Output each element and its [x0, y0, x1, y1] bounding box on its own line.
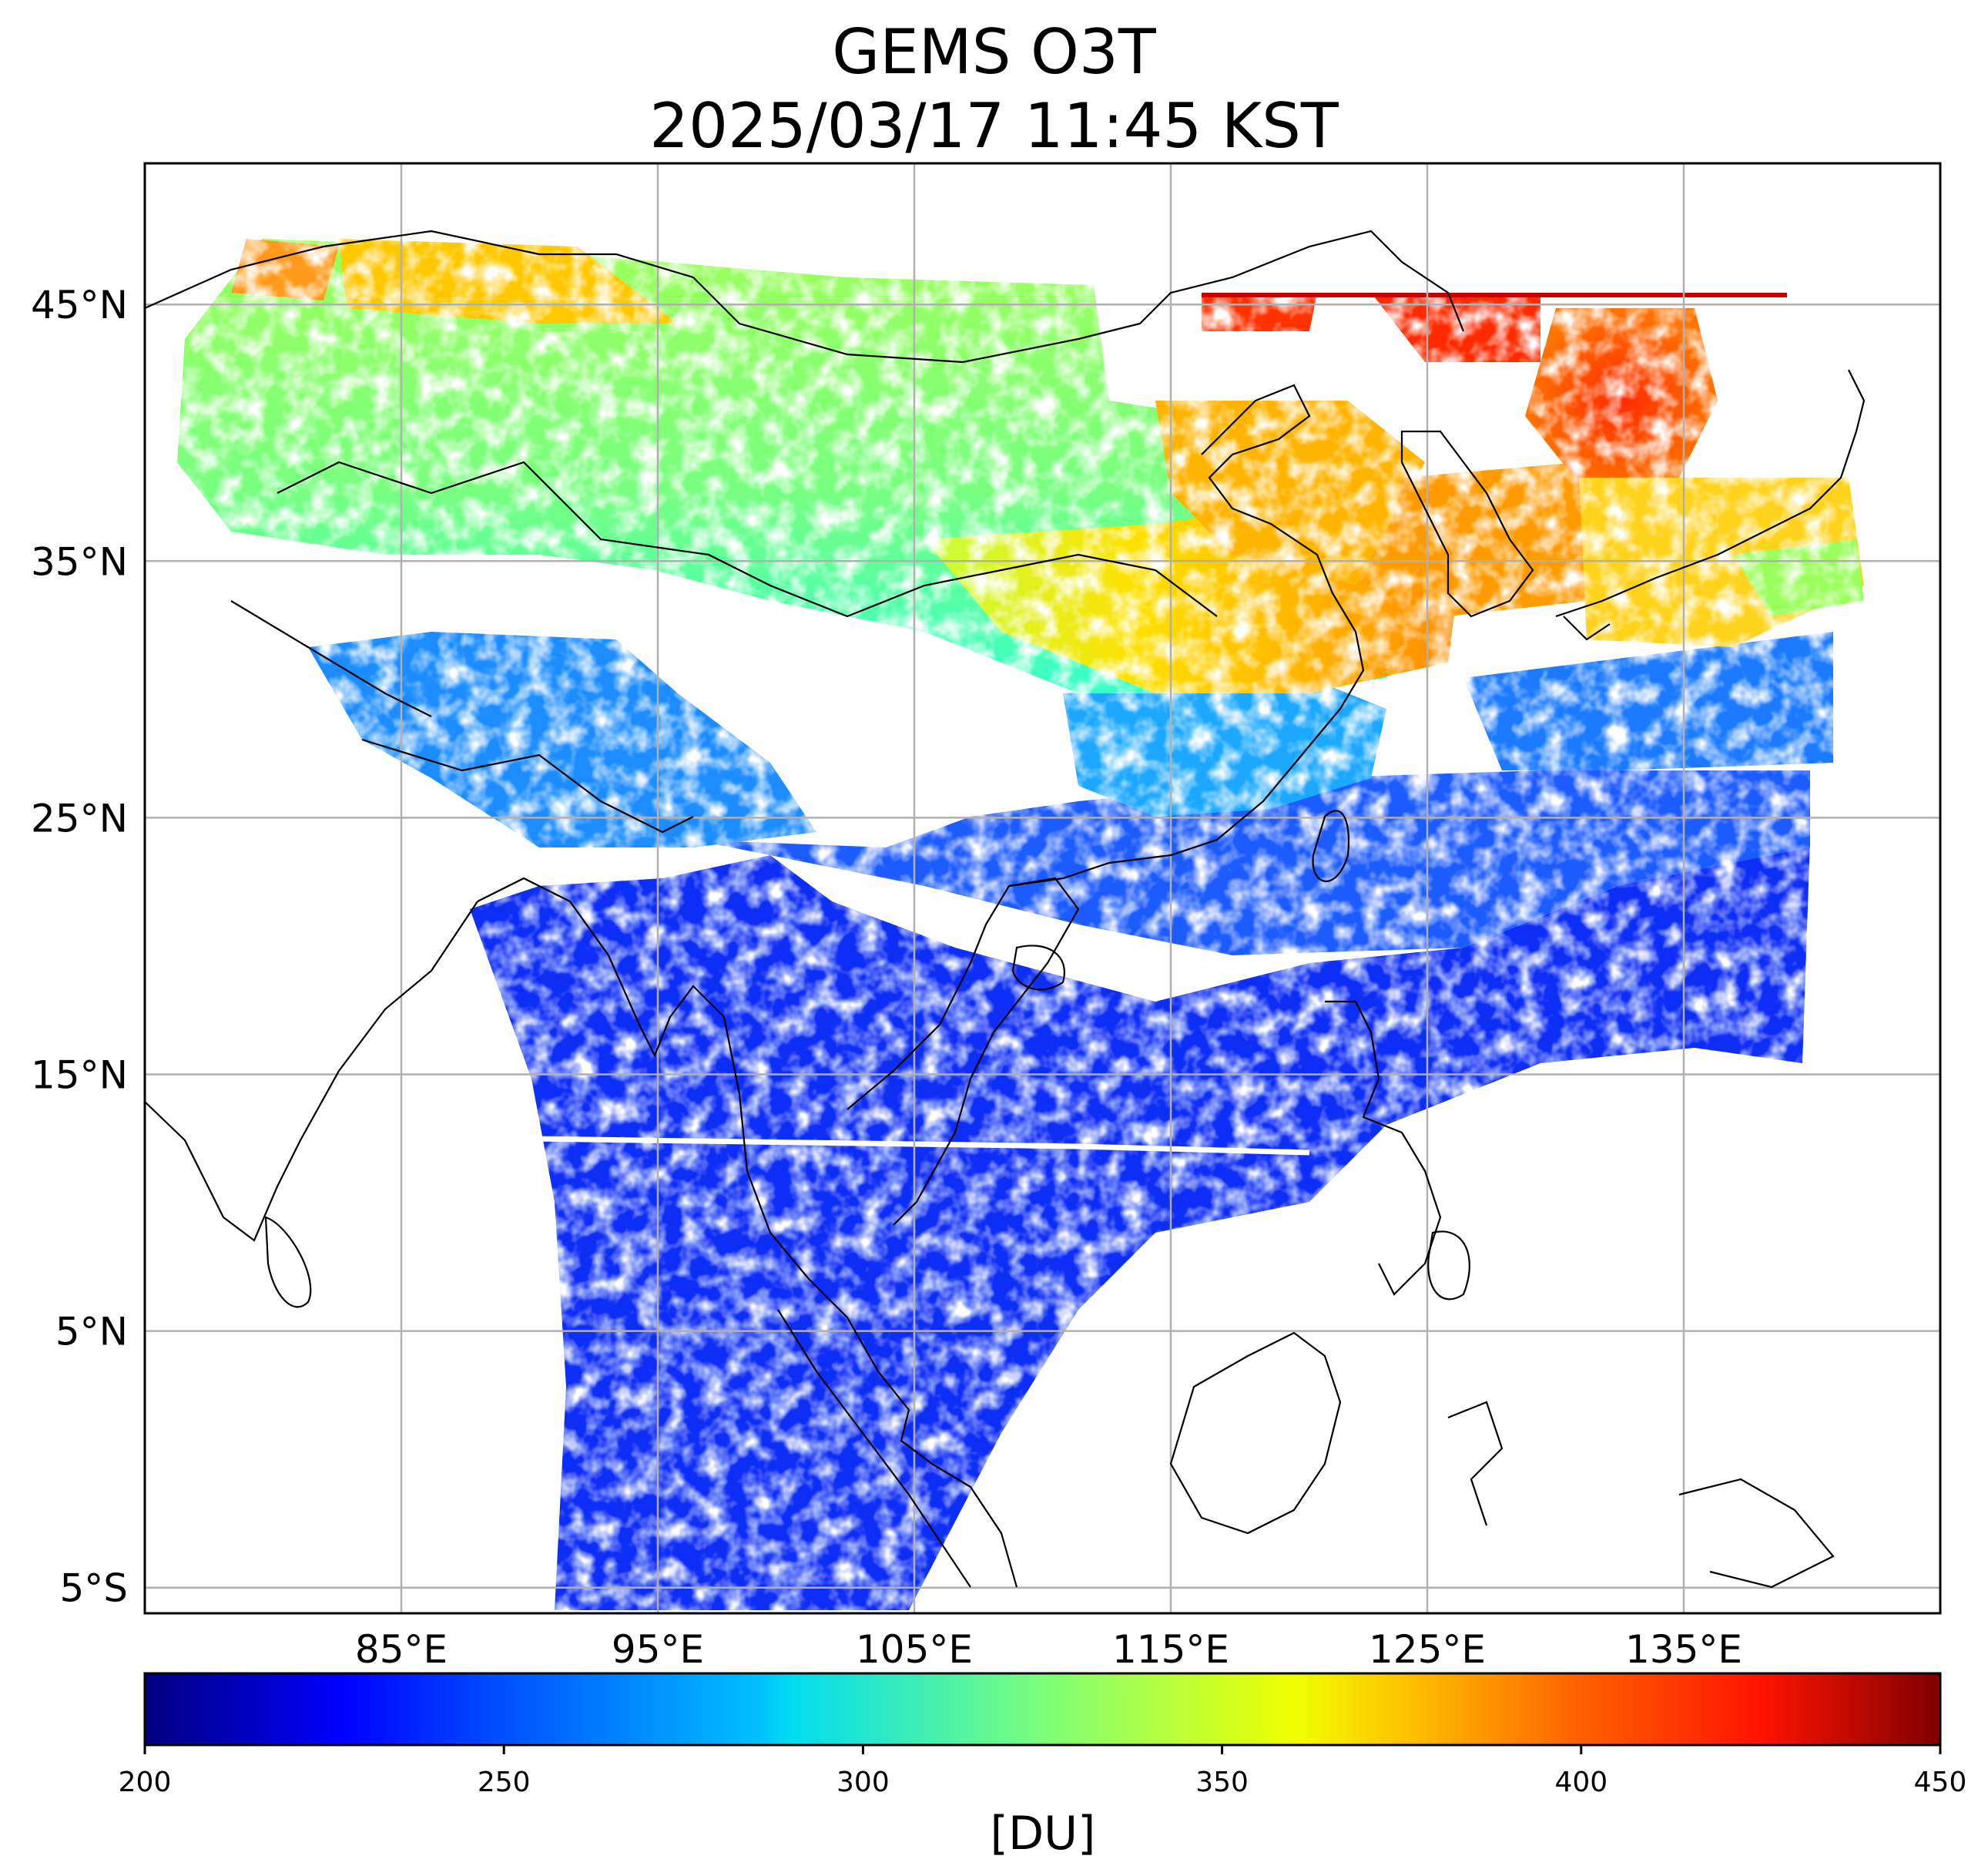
- colorbar-tick-label: 250: [478, 1767, 531, 1798]
- longitude-tick-label: 125°E: [1369, 1627, 1486, 1672]
- colorbar: [143, 1672, 1942, 1747]
- coastline-outline: [145, 230, 1866, 1589]
- colorbar-label: [DU]: [991, 1807, 1096, 1861]
- colorbar-tick-label: 350: [1195, 1767, 1249, 1798]
- colorbar-tick-label: 200: [119, 1767, 172, 1798]
- longitude-tick-label: 105°E: [856, 1627, 973, 1672]
- colorbar-tick-label: 450: [1914, 1767, 1967, 1798]
- latitude-tick-label: 35°N: [31, 539, 128, 584]
- latitude-tick-label: 25°N: [31, 796, 128, 841]
- latitude-tick-label: 15°N: [31, 1052, 128, 1097]
- latitude-tick-label: 45°N: [31, 283, 128, 327]
- longitude-tick-labels: 85°E 95°E 105°E 115°E 125°E 135°E: [355, 1627, 1742, 1672]
- longitude-tick-label: 85°E: [355, 1627, 448, 1672]
- longitude-tick-label: 95°E: [612, 1627, 704, 1672]
- latitude-tick-label: 5°S: [59, 1566, 128, 1611]
- latitude-tick-labels: 45°N 35°N 25°N 15°N 5°N 5°S: [31, 283, 128, 1610]
- map-grid: [145, 163, 1940, 1613]
- longitude-tick-label: 135°E: [1625, 1627, 1742, 1672]
- longitude-tick-label: 115°E: [1112, 1627, 1229, 1672]
- ozone-data-field: [177, 239, 1864, 1610]
- map-frame: [143, 162, 1942, 1615]
- colorbar-tick-label: 400: [1554, 1767, 1607, 1798]
- map-title: GEMS O3T: [832, 16, 1156, 88]
- map-subtitle-datetime: 2025/03/17 11:45 KST: [649, 90, 1339, 162]
- colorbar-tick-labels: 200 250 300 350 400 450: [119, 1745, 1967, 1798]
- colorbar-tick-label: 300: [836, 1767, 890, 1798]
- latitude-tick-label: 5°N: [55, 1310, 128, 1354]
